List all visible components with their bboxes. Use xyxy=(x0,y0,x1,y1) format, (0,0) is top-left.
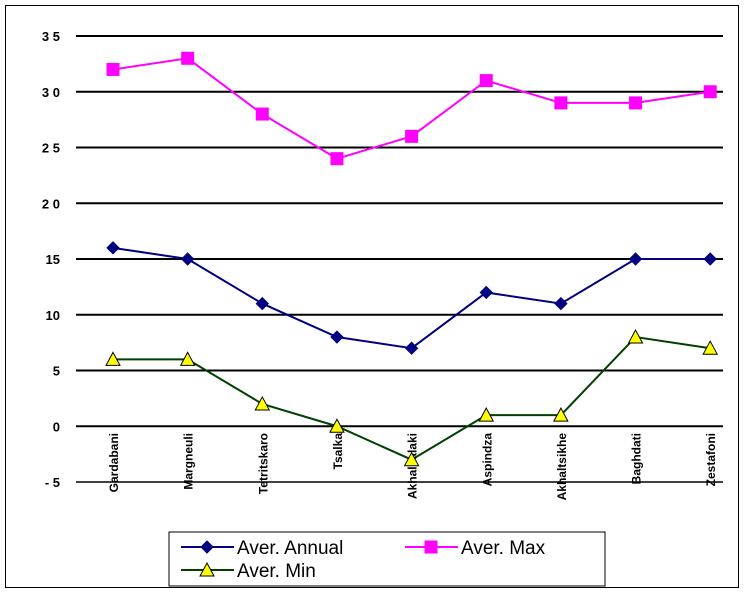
y-tick-label: 5 xyxy=(53,364,60,379)
data-point xyxy=(403,451,420,467)
y-tick-label: - 5 xyxy=(45,475,60,490)
series-lines xyxy=(105,51,719,467)
legend-marker xyxy=(199,561,215,577)
data-point xyxy=(703,252,717,266)
legend-marker xyxy=(424,540,438,554)
y-tick-label: 2 0 xyxy=(42,196,60,211)
data-point xyxy=(479,74,493,88)
data-point xyxy=(330,152,344,166)
y-tick-label: 3 5 xyxy=(42,29,60,44)
x-axis-category-labels: Gardabani Margneuli Tetritskaro Tsalka Akhal… xyxy=(107,433,718,501)
x-category-label: Gardabani xyxy=(107,433,121,492)
series-line xyxy=(112,246,711,350)
series-aver-annual xyxy=(106,241,717,355)
x-category-label: Akhaltsikhe xyxy=(555,433,569,501)
x-category-label: Zestafoni xyxy=(704,433,718,486)
legend: Aver. Annual Aver. Max Aver. Min xyxy=(168,531,606,587)
data-point xyxy=(181,51,195,65)
legend-label: Aver. Max xyxy=(461,538,546,559)
legend-label: Aver. Annual xyxy=(237,538,343,559)
data-point xyxy=(703,85,717,99)
data-point xyxy=(105,351,121,366)
data-point xyxy=(254,395,271,411)
data-point xyxy=(255,107,269,121)
series-aver-max xyxy=(106,51,717,166)
series-line xyxy=(112,57,711,160)
y-axis-tick-labels: 3 5 3 0 2 5 2 0 15 10 5 0 - 5 xyxy=(42,29,60,490)
legend-marker xyxy=(200,540,214,554)
data-point xyxy=(106,62,120,76)
data-point xyxy=(702,340,719,355)
y-tick-label: 2 5 xyxy=(42,141,60,156)
data-point xyxy=(629,96,643,110)
data-point xyxy=(553,407,569,422)
legend-label: Aver. Min xyxy=(237,561,316,582)
data-point xyxy=(404,341,419,355)
data-point xyxy=(180,252,195,266)
y-tick-label: 0 xyxy=(53,419,60,434)
data-point xyxy=(330,330,344,344)
data-point xyxy=(554,96,568,110)
data-point xyxy=(329,418,345,433)
x-category-label: Tsalka xyxy=(331,433,345,470)
legend-box xyxy=(168,531,606,587)
y-tick-label: 15 xyxy=(46,252,60,267)
data-point xyxy=(554,296,568,311)
x-category-label: Tetritskaro xyxy=(256,433,270,494)
y-tick-label: 10 xyxy=(46,308,60,323)
data-point xyxy=(106,241,120,255)
x-category-label: Aspindza xyxy=(480,433,494,487)
data-point xyxy=(179,351,196,366)
data-point xyxy=(628,252,643,266)
data-point xyxy=(405,129,419,143)
data-point xyxy=(478,407,495,422)
data-point xyxy=(479,285,493,300)
x-category-label: Baghdati xyxy=(630,433,644,484)
series-aver-min xyxy=(105,328,719,467)
x-category-label: Margneuli xyxy=(182,433,196,490)
y-tick-label: 3 0 xyxy=(42,85,60,100)
data-point xyxy=(255,296,270,311)
data-point xyxy=(627,328,644,344)
